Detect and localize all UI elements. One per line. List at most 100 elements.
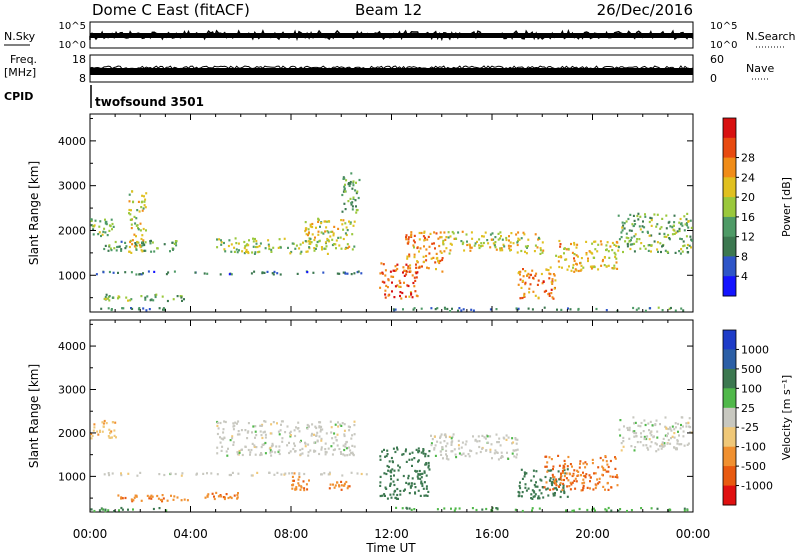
echo-cell [577,255,579,258]
echo-cell [562,482,565,485]
echo-cell [497,232,500,235]
echo-cell [300,250,303,253]
echo-cell [250,448,253,452]
echo-cell [616,484,619,487]
echo-cell [145,192,148,195]
echo-cell [345,447,348,450]
echo-cell [640,507,643,510]
echo-cell [108,299,111,302]
echo-cell [584,475,587,478]
echo-cell [687,442,690,445]
echo-cell [299,440,302,444]
echo-cell [436,440,439,443]
echo-cell [663,232,666,235]
echo-cell [669,508,672,512]
echo-cell [447,231,450,234]
echo-cell [657,448,660,451]
echo-cell [524,483,527,486]
echo-cell [385,284,388,287]
echo-cell [537,279,540,282]
echo-cell [671,435,674,438]
echo-cell [183,498,186,501]
echo-cell [526,274,528,277]
echo-cell [608,256,611,259]
echo-cell [384,455,387,458]
echo-cell [236,422,238,425]
echo-cell [418,231,421,235]
echo-cell [475,452,478,455]
echo-cell [301,452,304,455]
echo-cell [307,228,310,231]
echo-cell [682,309,685,312]
echo-cell [106,297,109,300]
echo-cell [477,435,480,438]
echo-cell [500,235,502,238]
echo-cell [413,234,416,237]
echo-cell [498,437,501,440]
echo-cell [114,421,117,424]
echo-cell [579,462,581,465]
echo-cell [307,240,310,243]
echo-cell [264,436,267,439]
echo-cell [438,244,441,248]
colorbar-segment [723,177,736,198]
echo-cell [434,454,437,457]
echo-cell [457,309,459,312]
echo-cell [322,271,325,274]
echo-cell [546,470,549,473]
echo-cell [341,193,344,197]
freq-tick-bottom: 8 [79,72,86,85]
echo-cell [625,236,628,239]
echo-cell [228,273,231,276]
echo-cell [634,446,637,449]
echo-cell [413,285,416,288]
colorbar-segment [723,388,736,409]
echo-cell [539,478,542,481]
echo-cell [644,215,647,218]
echo-cell [526,246,528,249]
echo-cell [578,507,581,511]
echo-cell [683,244,686,247]
echo-cell [173,270,176,273]
echo-cell [528,291,531,294]
echo-cell [327,473,330,476]
echo-cell [338,484,340,487]
echo-cell [385,472,388,476]
echo-cell [604,508,607,511]
echo-cell [379,455,382,458]
echo-cell [550,281,553,284]
echo-cell [342,190,345,193]
echo-cell [145,229,147,232]
echo-cell [500,455,503,458]
echo-cell [351,205,354,208]
echo-cell [352,184,355,187]
echo-cell [333,225,336,228]
echo-cell [634,421,637,424]
echo-cell [345,480,348,484]
colorbar-tick-label: 4 [741,270,748,283]
x-tick-labels: 00:00 04:00 08:00 12:00 16:00 20:00 00:00 [73,527,711,541]
echo-cell [476,240,478,243]
echo-cell [679,217,682,221]
echo-cell [519,270,522,273]
echo-cell [406,257,409,260]
echo-cell [474,242,477,245]
echo-cell [333,432,336,435]
echo-cell [406,255,409,258]
echo-cell [299,448,302,452]
echo-cell [334,484,337,487]
echo-cell [640,242,643,245]
echo-cell [147,270,150,273]
echo-cell [344,190,347,193]
echo-cell [275,445,278,448]
echo-cell [356,271,359,274]
echo-cell [580,474,582,477]
echo-cell [520,286,523,289]
echo-cell [434,308,437,311]
echo-cell [452,232,455,235]
echo-cell [140,201,143,204]
echo-cell [591,458,594,461]
echo-cell [251,442,254,445]
echo-cell [524,245,527,248]
echo-cell [346,272,349,275]
